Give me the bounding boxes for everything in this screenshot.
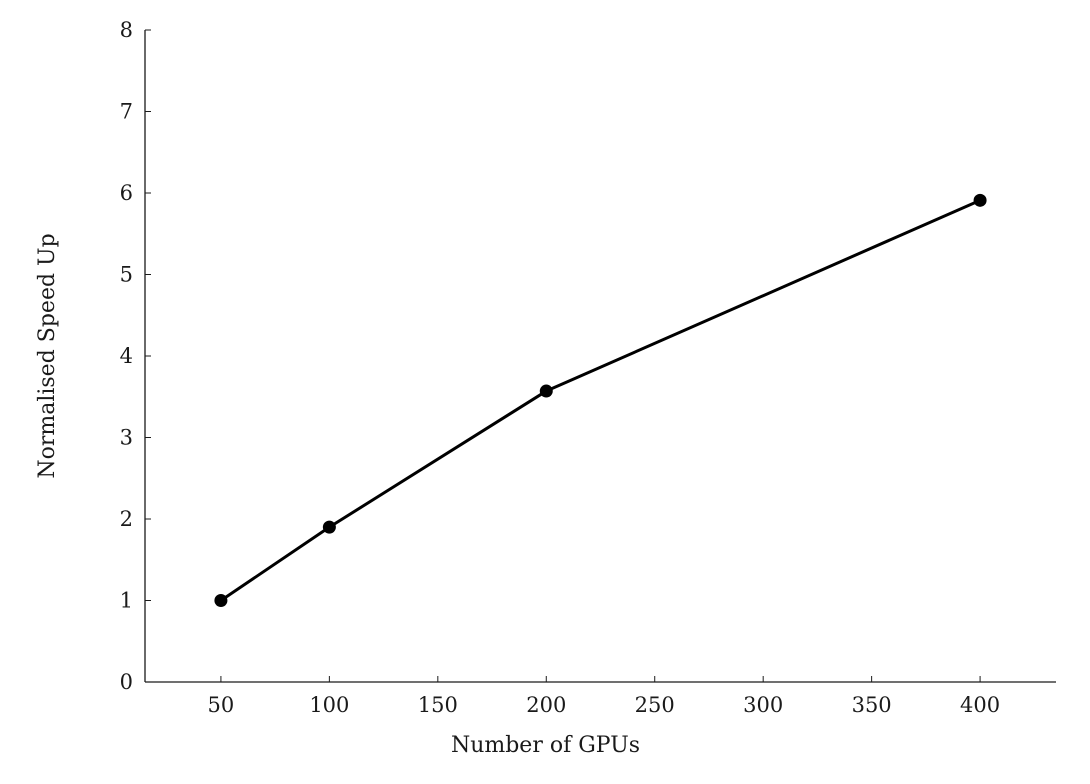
y-axis-label: Normalised Speed Up [35,233,60,478]
x-tick-label: 150 [418,693,458,717]
x-tick-label: 400 [960,693,1000,717]
y-tick-label: 2 [120,507,133,531]
y-tick-label: 4 [120,344,133,368]
y-tick-label: 0 [120,670,133,694]
x-tick-label: 250 [635,693,675,717]
data-point [973,193,987,207]
x-tick-label: 350 [852,693,892,717]
y-tick-label: 6 [120,181,133,205]
y-tick-label: 5 [120,263,133,287]
series-line [220,198,981,602]
series-layer [214,193,987,607]
y-axis-ticks: 0 1 2 3 4 5 6 7 8 [120,18,151,694]
x-tick-label: 100 [309,693,349,717]
axes [144,30,1056,683]
data-point [214,594,228,607]
data-point [539,384,553,398]
x-axis-label: Number of GPUs [451,733,640,758]
x-tick-label: 300 [743,693,783,717]
x-tick-label: 200 [526,693,566,717]
x-axis-ticks: 50 100 150 200 250 300 350 400 [208,676,1000,717]
y-tick-label: 8 [120,18,133,42]
x-tick-label: 50 [208,693,235,717]
data-point [322,520,336,534]
y-tick-label: 7 [120,100,133,124]
y-tick-label: 3 [120,426,133,450]
y-tick-label: 1 [120,589,133,613]
